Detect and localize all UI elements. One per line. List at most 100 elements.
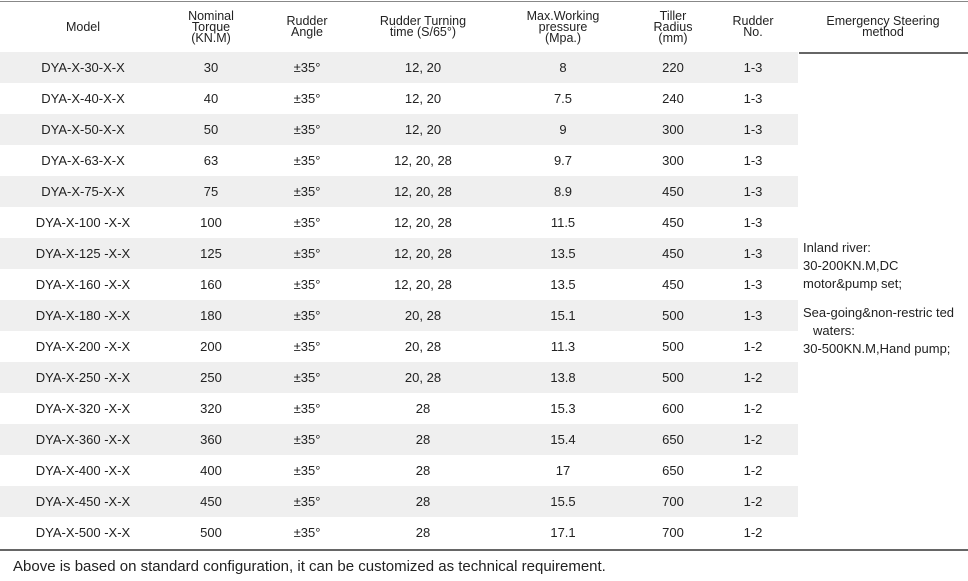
top-rule xyxy=(0,1,968,2)
cell-angle: ±35° xyxy=(293,60,321,75)
cell-torque: 200 xyxy=(200,339,222,354)
cell-angle: ±35° xyxy=(293,184,321,199)
cell-radius: 450 xyxy=(662,277,684,292)
row-background xyxy=(0,176,798,207)
table-row: DYA-X-450 -X-X 450 ±35° 28 15.5 700 1-2 xyxy=(0,486,968,517)
cell-model: DYA-X-400 -X-X xyxy=(35,463,131,478)
row-background xyxy=(0,486,798,517)
cell-rudder-no: 1-3 xyxy=(743,246,763,261)
cell-rudder-no: 1-2 xyxy=(743,370,763,385)
cell-rudder-no: 1-2 xyxy=(743,339,763,354)
cell-rudder-no: 1-2 xyxy=(743,432,763,447)
cell-rudder-no: 1-3 xyxy=(743,215,763,230)
cell-torque: 160 xyxy=(200,277,222,292)
sea-title-2: waters: xyxy=(813,323,855,338)
cell-model: DYA-X-200 -X-X xyxy=(35,339,131,354)
cell-angle: ±35° xyxy=(293,432,321,447)
cell-turning: 12, 20, 28 xyxy=(394,246,452,261)
cell-rudder-no: 1-3 xyxy=(743,277,763,292)
table-row: DYA-X-400 -X-X 400 ±35° 28 17 650 1-2 xyxy=(0,455,968,486)
table-row: DYA-X-40-X-X 40 ±35° 12, 20 7.5 240 1-3 xyxy=(0,83,968,114)
cell-pressure: 8 xyxy=(559,60,567,75)
cell-pressure: 15.3 xyxy=(550,401,576,416)
header-turning: Rudder Turning time (S/65°) xyxy=(358,2,488,52)
cell-torque: 400 xyxy=(200,463,222,478)
cell-angle: ±35° xyxy=(293,246,321,261)
cell-angle: ±35° xyxy=(293,277,321,292)
header-rudder-no: Rudder No. xyxy=(708,2,798,52)
cell-angle: ±35° xyxy=(293,91,321,106)
cell-turning: 12, 20 xyxy=(404,91,442,106)
cell-pressure: 9.7 xyxy=(553,153,573,168)
row-background xyxy=(0,114,798,145)
inland-title: Inland river: xyxy=(803,240,871,255)
table-row: DYA-X-160 -X-X 160 ±35° 12, 20, 28 13.5 450 1-… xyxy=(0,269,968,300)
cell-pressure: 17.1 xyxy=(550,525,576,540)
cell-angle: ±35° xyxy=(293,339,321,354)
header-radius-text: Tiller Radius (mm) xyxy=(653,8,693,45)
cell-model: DYA-X-180 -X-X xyxy=(35,308,131,323)
cell-turning: 12, 20, 28 xyxy=(394,184,452,199)
table-row: DYA-X-250 -X-X 250 ±35° 20, 28 13.8 500 1-2 xyxy=(0,362,968,393)
bottom-rule xyxy=(0,549,968,551)
cell-torque: 50 xyxy=(203,122,219,137)
cell-turning: 12, 20, 28 xyxy=(394,153,452,168)
cell-rudder-no: 1-3 xyxy=(743,91,763,106)
header-pressure: Max.Working pressure (Mpa.) xyxy=(488,2,638,52)
header-model-text: Model xyxy=(65,19,101,34)
cell-radius: 650 xyxy=(662,463,684,478)
cell-model: DYA-X-40-X-X xyxy=(41,91,125,106)
header-model: Model xyxy=(0,2,166,52)
table-row: DYA-X-320 -X-X 320 ±35° 28 15.3 600 1-2 xyxy=(0,393,968,424)
cell-radius: 500 xyxy=(662,308,684,323)
table-row: DYA-X-75-X-X 75 ±35° 12, 20, 28 8.9 450 1-3 xyxy=(0,176,968,207)
header-torque-text: Nominal Torque (KN.M) xyxy=(188,8,234,45)
cell-radius: 700 xyxy=(662,525,684,540)
cell-torque: 360 xyxy=(200,432,222,447)
header-emergency: Emergency Steering method xyxy=(798,2,968,52)
cell-turning: 28 xyxy=(415,463,431,478)
cell-radius: 600 xyxy=(662,401,684,416)
cell-model: DYA-X-360 -X-X xyxy=(35,432,131,447)
cell-pressure: 11.5 xyxy=(550,215,576,230)
table-row: DYA-X-30-X-X 30 ±35° 12, 20 8 220 1-3 xyxy=(0,52,968,83)
header-torque: Nominal Torque (KN.M) xyxy=(166,2,256,52)
cell-rudder-no: 1-2 xyxy=(743,401,763,416)
cell-angle: ±35° xyxy=(293,525,321,540)
table-row: DYA-X-50-X-X 50 ±35° 12, 20 9 300 1-3 xyxy=(0,114,968,145)
header-radius: Tiller Radius (mm) xyxy=(638,2,708,52)
cell-pressure: 17 xyxy=(555,463,571,478)
cell-turning: 28 xyxy=(415,432,431,447)
header-turning-text: Rudder Turning time (S/65°) xyxy=(379,14,467,39)
table-header: Model Nominal Torque (KN.M) Rudder Angle… xyxy=(0,2,968,54)
cell-torque: 320 xyxy=(200,401,222,416)
table-row: DYA-X-63-X-X 63 ±35° 12, 20, 28 9.7 300 1-3 xyxy=(0,145,968,176)
cell-turning: 20, 28 xyxy=(404,308,442,323)
cell-radius: 450 xyxy=(662,246,684,261)
table-body: DYA-X-30-X-X 30 ±35° 12, 20 8 220 1-3 DYA-X-40-… xyxy=(0,52,968,548)
inland-spec: 30-200KN.M,DC xyxy=(803,258,899,273)
cell-rudder-no: 1-3 xyxy=(743,153,763,168)
header-angle-text: Rudder Angle xyxy=(286,14,328,39)
cell-model: DYA-X-125 -X-X xyxy=(35,246,131,261)
table-row: DYA-X-180 -X-X 180 ±35° 20, 28 15.1 500 1-3 xyxy=(0,300,968,331)
cell-rudder-no: 1-3 xyxy=(743,308,763,323)
cell-pressure: 13.5 xyxy=(550,246,576,261)
header-emergency-text: Emergency Steering method xyxy=(826,14,940,39)
cell-model: DYA-X-500 -X-X xyxy=(35,525,131,540)
cell-radius: 450 xyxy=(662,215,684,230)
cell-model: DYA-X-450 -X-X xyxy=(35,494,131,509)
sea-spec: 30-500KN.M,Hand pump; xyxy=(803,341,951,356)
cell-torque: 450 xyxy=(200,494,222,509)
cell-pressure: 8.9 xyxy=(553,184,573,199)
table-row: DYA-X-200 -X-X 200 ±35° 20, 28 11.3 500 1-2 xyxy=(0,331,968,362)
cell-torque: 30 xyxy=(203,60,219,75)
cell-turning: 12, 20 xyxy=(404,60,442,75)
cell-turning: 20, 28 xyxy=(404,370,442,385)
cell-turning: 28 xyxy=(415,494,431,509)
cell-torque: 180 xyxy=(200,308,222,323)
cell-pressure: 15.1 xyxy=(550,308,576,323)
cell-radius: 500 xyxy=(662,339,684,354)
cell-angle: ±35° xyxy=(293,215,321,230)
cell-pressure: 7.5 xyxy=(553,91,573,106)
